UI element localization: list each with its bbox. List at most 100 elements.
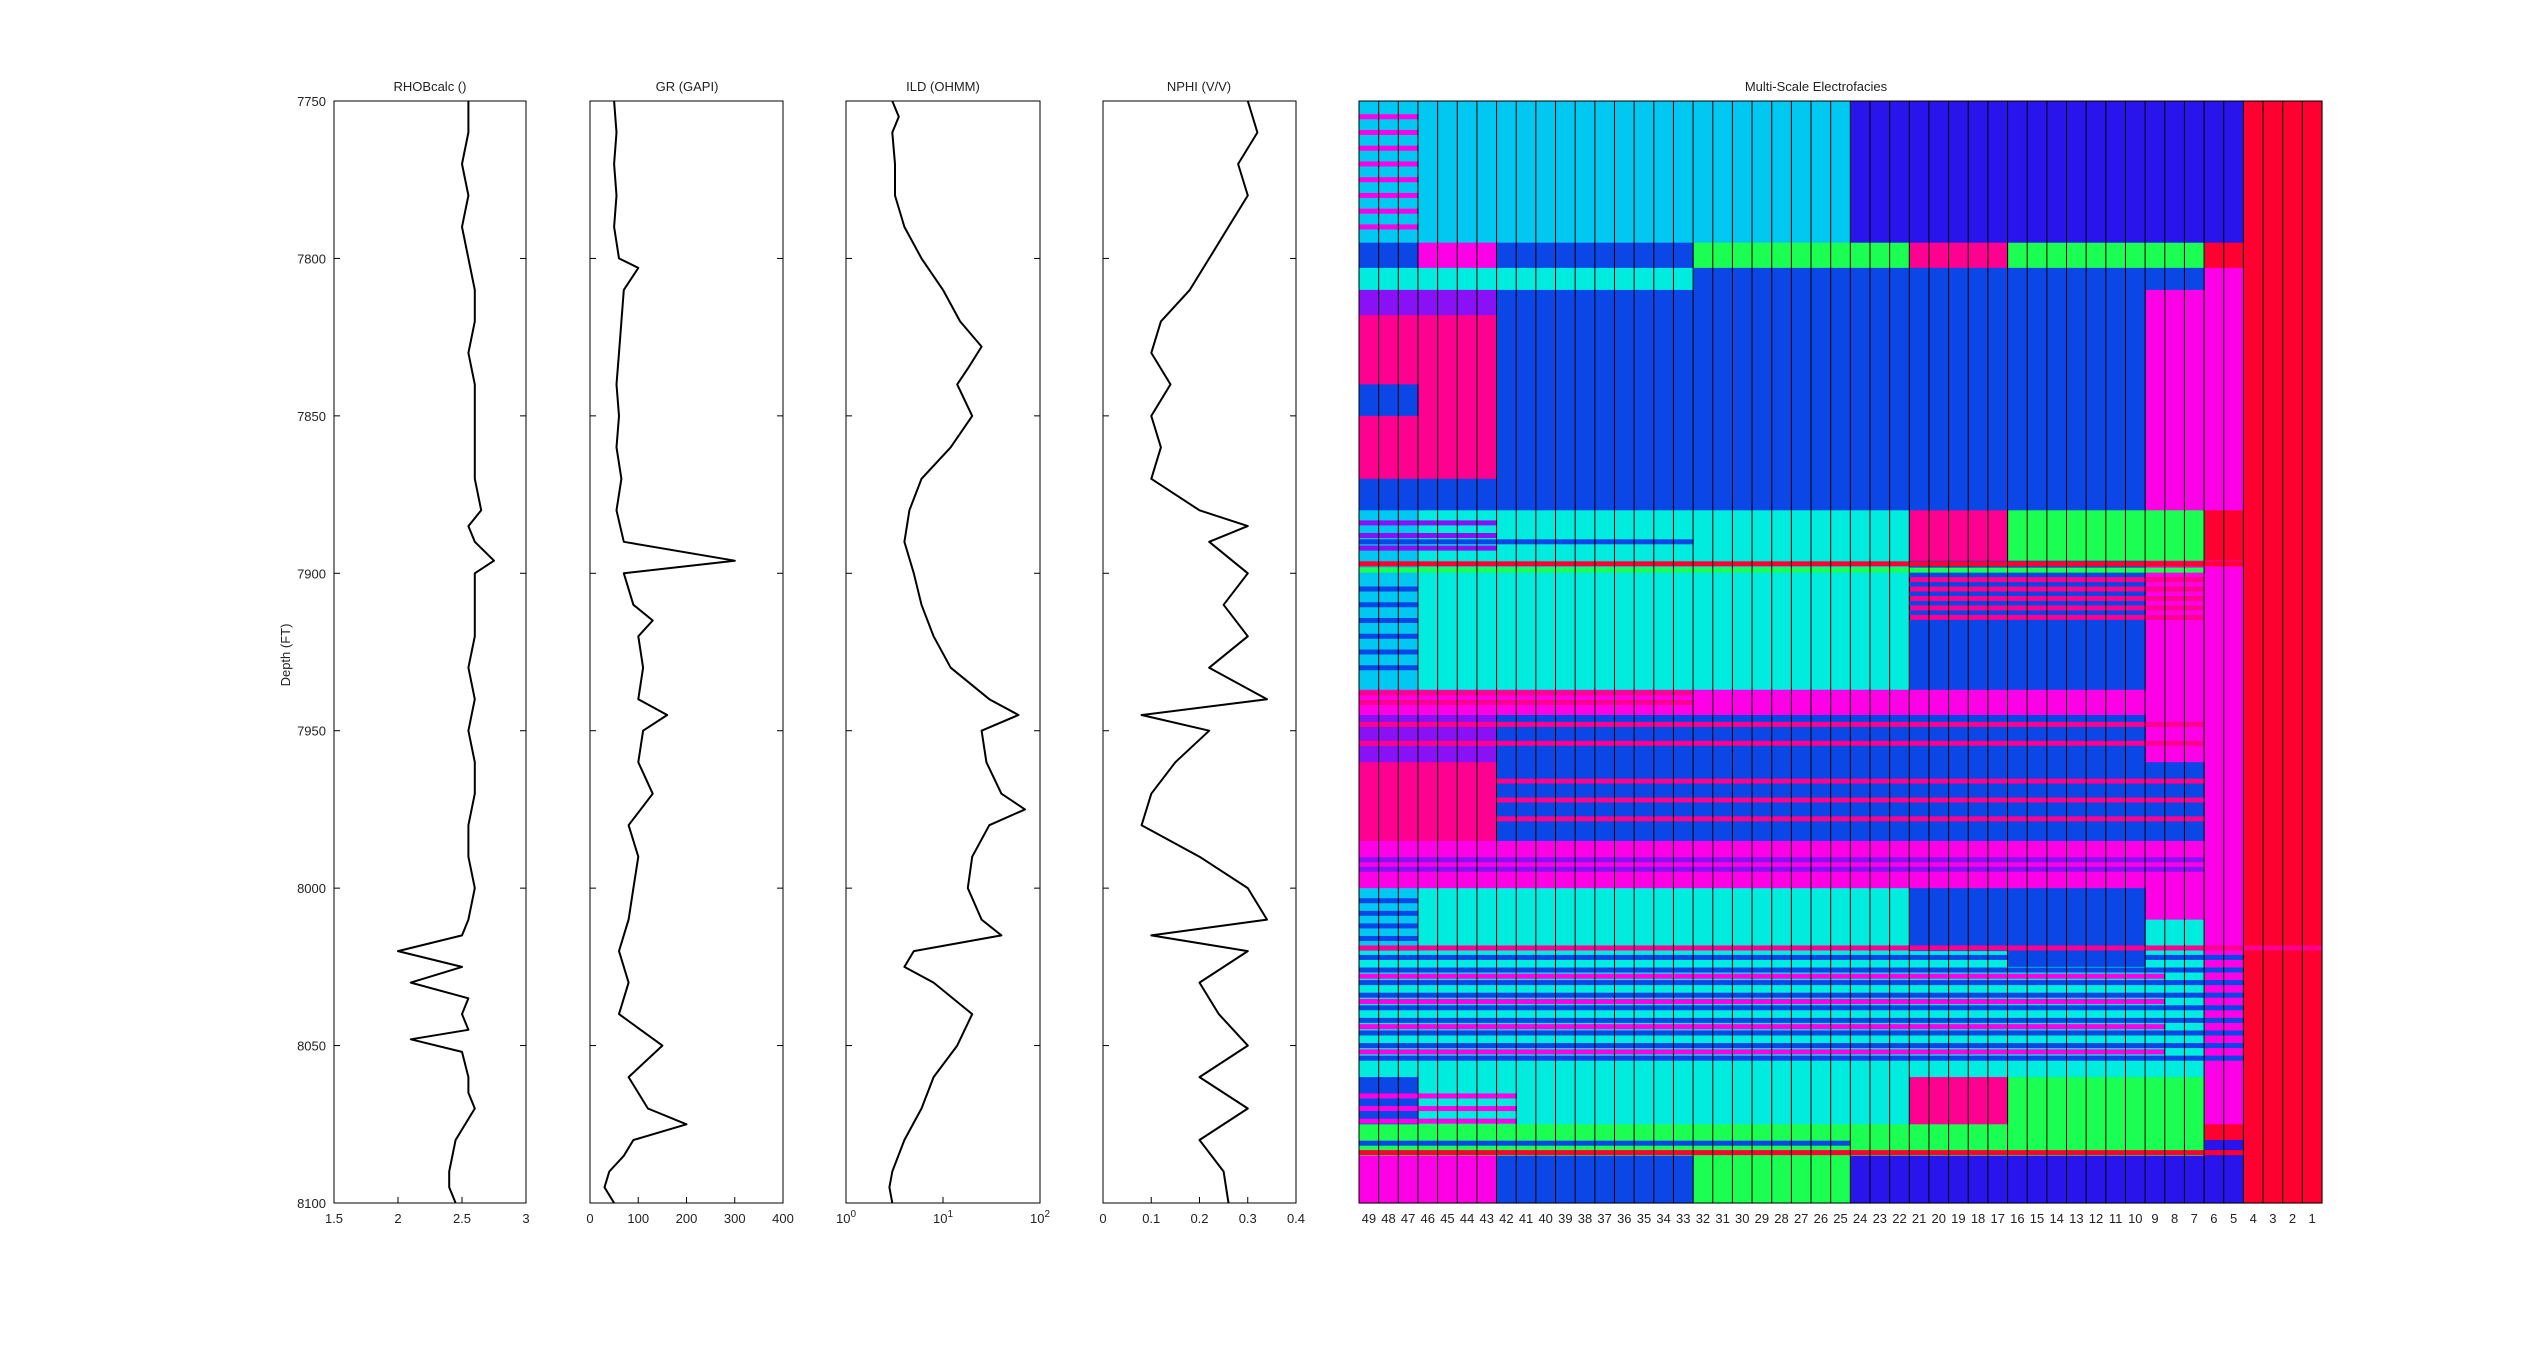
facies-cell [2027, 560, 2048, 691]
facies-cell [2145, 1155, 2166, 1204]
facies-cell [1594, 1077, 1616, 1125]
facies-cell [2184, 560, 2205, 763]
facies-column-label: 15 [2030, 1211, 2044, 1226]
ild-xtick-label: 100 [836, 1209, 856, 1226]
facies-cell [2046, 840, 2068, 889]
facies-cell [1752, 1155, 1773, 1204]
facies-cell [1811, 242, 1832, 269]
facies-column-label: 9 [2151, 1211, 2158, 1226]
depth-axis-label: Depth (FT) [278, 624, 293, 687]
facies-cell [1417, 478, 1439, 511]
facies-column-label: 18 [1971, 1211, 1985, 1226]
facies-stripe [1359, 945, 2322, 951]
facies-stripe [1359, 740, 2205, 746]
facies-stripe [1359, 980, 2244, 986]
facies-column-label: 36 [1617, 1211, 1631, 1226]
facies-cell [1968, 267, 1989, 511]
facies-cell [1752, 510, 1773, 691]
facies-cell [1634, 714, 1655, 842]
facies-cell [1476, 714, 1498, 763]
facies-column-label: 10 [2128, 1211, 2142, 1226]
facies-stripe [1359, 1005, 2244, 1011]
facies-column-label: 46 [1421, 1211, 1435, 1226]
facies-cell [1575, 267, 1596, 291]
ild-xtick-label: 102 [1030, 1209, 1050, 1226]
facies-column-label: 26 [1814, 1211, 1828, 1226]
facies-cell [1889, 840, 1910, 889]
facies-cell [1653, 267, 1675, 291]
facies-cell [2184, 101, 2205, 244]
facies-cell [1869, 242, 1891, 269]
facies-stripe [1359, 721, 2205, 727]
facies-cell [1634, 289, 1655, 511]
facies-stripe [1359, 1150, 2322, 1156]
facies-cell [1732, 267, 1753, 511]
gr-xtick-label: 200 [676, 1211, 698, 1226]
facies-cell [1811, 689, 1832, 716]
facies-cell [1968, 1155, 1989, 1204]
facies-cell [1398, 1155, 1419, 1204]
facies-cell [1968, 1077, 1989, 1125]
facies-cell [1516, 1155, 1537, 1204]
facies-stripe [1359, 161, 1418, 167]
facies-cell [2105, 714, 2127, 842]
facies-cell [1555, 101, 1576, 244]
facies-cell [1928, 242, 1950, 269]
facies-cell [1457, 478, 1478, 511]
facies-cell [1771, 267, 1792, 511]
facies-cell [1398, 101, 1419, 244]
facies-cell [1378, 315, 1399, 385]
facies-cell [1457, 1077, 1478, 1125]
facies-stripe [1359, 633, 1418, 639]
facies-stripe [1359, 910, 1418, 916]
facies-cell [1634, 888, 1655, 952]
facies-cell [1417, 289, 1439, 316]
facies-column-label: 47 [1401, 1211, 1415, 1226]
facies-cell [1791, 101, 1812, 244]
facies-cell [2125, 560, 2146, 691]
facies-cell [1712, 888, 1734, 952]
facies-cell [1417, 1155, 1439, 1204]
facies-cell [2164, 1077, 2186, 1125]
facies-cell [1594, 888, 1616, 952]
facies-cell [1496, 289, 1517, 511]
facies-cell [2027, 714, 2048, 842]
facies-cell [2164, 267, 2186, 291]
facies-stripe [1359, 586, 1418, 592]
facies-column-label: 4 [2250, 1211, 2257, 1226]
facies-cell [1417, 714, 1439, 763]
facies-cell [2145, 289, 2166, 511]
facies-column-label: 11 [2109, 1211, 2123, 1226]
facies-cell [1928, 1077, 1950, 1125]
facies-cell [2007, 1077, 2028, 1125]
facies-cell [1653, 289, 1675, 511]
facies-cell [1516, 510, 1537, 552]
facies-cell [1791, 510, 1812, 691]
facies-cell [1398, 478, 1419, 511]
facies-cell [2046, 1155, 2068, 1204]
facies-cell [1516, 1077, 1537, 1125]
facies-cell [1771, 510, 1792, 691]
facies-cell [1476, 510, 1498, 691]
facies-cell [1653, 714, 1675, 842]
facies-cell [1968, 101, 1989, 244]
facies-cell [1909, 101, 1930, 244]
facies-cell [1673, 551, 1694, 691]
facies-cell [2164, 510, 2186, 562]
facies-cell [1496, 551, 1517, 691]
facies-cell [1437, 1077, 1458, 1125]
facies-cell [2164, 101, 2186, 244]
facies-cell [1555, 1077, 1576, 1125]
facies-cell [1359, 840, 1380, 889]
facies-cell [1673, 510, 1694, 552]
facies-cell [1850, 1155, 1871, 1204]
facies-cell [1575, 840, 1596, 889]
facies-cell [1968, 620, 1989, 691]
facies-cell [1909, 689, 1930, 716]
facies-cell [1673, 289, 1694, 511]
facies-column-label: 37 [1597, 1211, 1611, 1226]
facies-cell [1693, 510, 1714, 691]
facies-cell [1535, 1155, 1557, 1204]
facies-column-label: 25 [1833, 1211, 1847, 1226]
facies-cell [2145, 840, 2166, 921]
